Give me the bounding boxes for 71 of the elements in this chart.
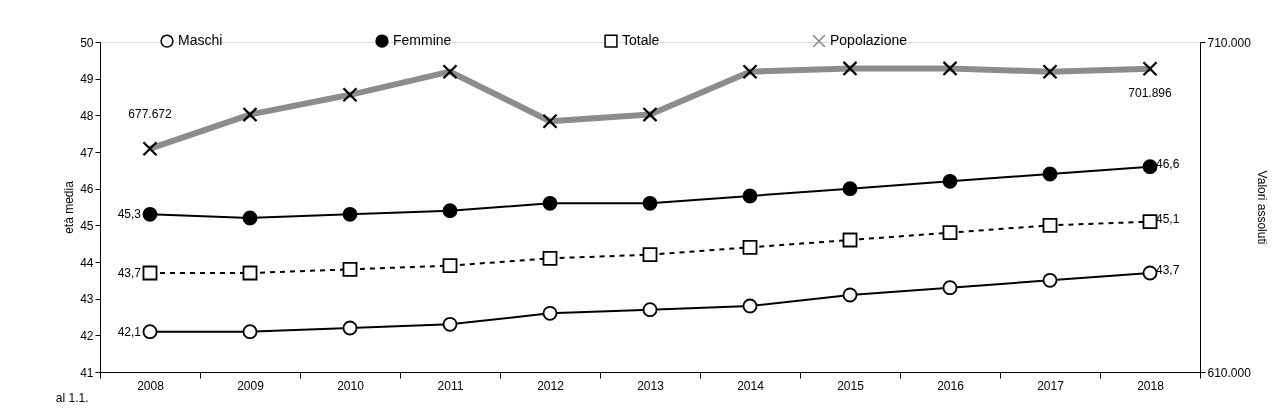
point <box>742 298 758 314</box>
x-tick-label: 2015 <box>837 378 865 393</box>
point <box>842 287 858 303</box>
y-tick-label: 45 <box>80 218 94 233</box>
legend-label: Popolazione <box>830 32 908 49</box>
data-label: 45,1 <box>1156 211 1180 226</box>
point <box>142 324 158 340</box>
point <box>1042 272 1058 288</box>
y2-axis-title: Valori assoluti <box>1254 170 1269 245</box>
x-tick-label: 2016 <box>937 378 965 393</box>
point <box>1142 214 1158 230</box>
point <box>842 181 858 197</box>
point <box>1142 265 1158 281</box>
point <box>642 247 658 263</box>
x-tick-label: 2013 <box>637 378 665 393</box>
x-tick-label: 2008 <box>137 378 165 393</box>
x-tick-label: 2010 <box>337 378 365 393</box>
data-label: 701.896 <box>1128 85 1173 100</box>
y-tick-label: 44 <box>80 255 94 270</box>
point <box>742 239 758 255</box>
point <box>442 258 458 274</box>
x-axis-title: al 1.1. <box>55 390 89 405</box>
data-label: 43,7 <box>117 266 142 280</box>
point <box>442 203 458 219</box>
point <box>1142 159 1158 175</box>
point <box>142 265 158 281</box>
y-tick-label: 46 <box>80 182 94 197</box>
data-label: 42,1 <box>117 324 142 339</box>
point <box>242 265 258 281</box>
point <box>1042 166 1058 182</box>
y-tick-label: 41 <box>80 365 94 380</box>
legend-label: Femmine <box>393 32 452 49</box>
point <box>942 225 958 241</box>
point <box>342 320 358 336</box>
point <box>942 173 958 189</box>
y-tick-label: 43 <box>80 292 94 307</box>
point <box>642 195 658 211</box>
data-label: 45,3 <box>117 207 142 222</box>
y-tick-label: 48 <box>80 108 94 123</box>
data-label: 677.672 <box>128 106 173 121</box>
point <box>542 305 558 321</box>
x-tick-label: 2018 <box>1137 378 1165 393</box>
point <box>942 280 958 296</box>
point <box>642 302 658 318</box>
x-tick-label: 2017 <box>1037 378 1065 393</box>
x-tick-label: 2009 <box>237 378 265 393</box>
y2-tick-label: 710.000 <box>1207 35 1252 50</box>
x-tick-label: 2011 <box>437 378 464 393</box>
point <box>742 188 758 204</box>
x-tick-label: 2014 <box>737 378 765 393</box>
y-tick-label: 42 <box>80 328 94 343</box>
point <box>242 210 258 226</box>
y-tick-label: 50 <box>80 35 94 50</box>
y-axis-title: età media <box>62 180 77 234</box>
y2-tick-label: 610.000 <box>1207 365 1252 380</box>
y-tick-label: 49 <box>80 72 94 87</box>
point <box>342 261 358 277</box>
point <box>542 195 558 211</box>
data-label: 43,7 <box>1156 263 1180 277</box>
point <box>542 250 558 266</box>
point <box>1042 217 1058 233</box>
point <box>342 206 358 222</box>
x-tick-label: 2012 <box>537 378 565 393</box>
point <box>242 324 258 340</box>
point <box>842 232 858 248</box>
legend-label: Totale <box>622 32 660 49</box>
point <box>442 316 458 332</box>
data-label: 46,6 <box>1156 156 1180 171</box>
y-tick-label: 47 <box>80 145 94 160</box>
point <box>142 206 158 222</box>
legend-label: Maschi <box>178 32 223 49</box>
